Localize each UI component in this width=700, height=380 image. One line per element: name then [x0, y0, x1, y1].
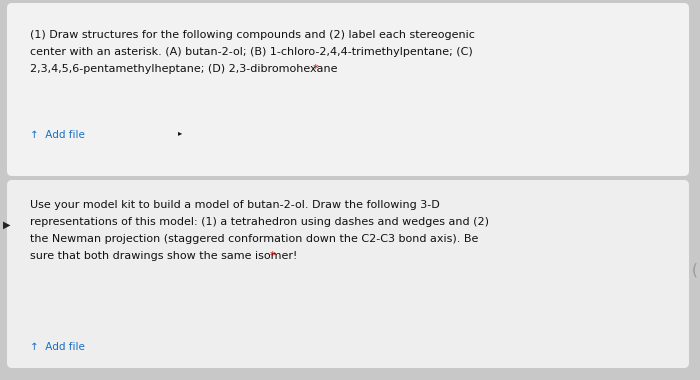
- Text: ▸: ▸: [178, 128, 182, 137]
- Text: center with an asterisk. (A) butan-2-ol; (B) 1-chloro-2,4,4-trimethylpentane; (C: center with an asterisk. (A) butan-2-ol;…: [30, 47, 472, 57]
- Text: *: *: [313, 64, 319, 74]
- Text: ▶: ▶: [3, 220, 10, 230]
- FancyBboxPatch shape: [7, 3, 689, 176]
- Text: representations of this model: (1) a tetrahedron using dashes and wedges and (2): representations of this model: (1) a tet…: [30, 217, 489, 227]
- FancyBboxPatch shape: [7, 180, 689, 368]
- Text: the Newman projection (staggered conformation down the C2-C3 bond axis). Be: the Newman projection (staggered conform…: [30, 234, 478, 244]
- Text: ↑  Add file: ↑ Add file: [30, 130, 85, 140]
- Text: (1) Draw structures for the following compounds and (2) label each stereogenic: (1) Draw structures for the following co…: [30, 30, 475, 40]
- Text: Use your model kit to build a model of butan-2-ol. Draw the following 3-D: Use your model kit to build a model of b…: [30, 200, 440, 210]
- Text: ↑  Add file: ↑ Add file: [30, 342, 85, 352]
- Text: sure that both drawings show the same isomer!: sure that both drawings show the same is…: [30, 251, 301, 261]
- Text: (: (: [692, 263, 698, 277]
- Text: 2,3,4,5,6-pentamethylheptane; (D) 2,3-dibromohexane: 2,3,4,5,6-pentamethylheptane; (D) 2,3-di…: [30, 64, 341, 74]
- Text: *: *: [270, 251, 276, 261]
